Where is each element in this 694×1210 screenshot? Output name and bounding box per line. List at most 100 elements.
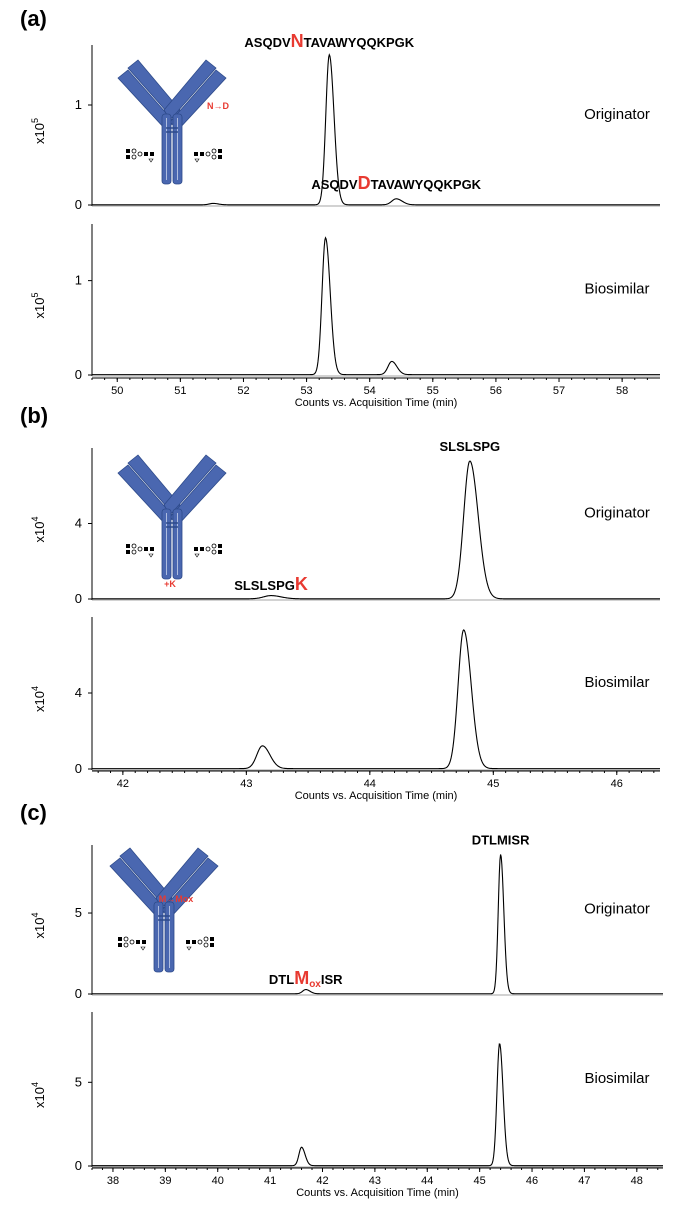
peptide-sequence: ASQDV (311, 177, 358, 192)
y-tick-label: 0 (75, 197, 82, 212)
glycan-glcnac (150, 547, 154, 551)
x-tick-label: 43 (369, 1175, 381, 1187)
glycan-glcnac (218, 550, 222, 554)
y-tick-label: 0 (75, 591, 82, 606)
modified-residue: N (291, 31, 304, 51)
glycan-glcnac (136, 940, 140, 944)
peptide-sequence: TAVAWYQQKPGK (304, 35, 415, 50)
modification-label: +K (164, 579, 176, 589)
glycan-mannose (131, 154, 137, 160)
x-axis: 42 43 44 45 46 Counts vs. Acquisition Time (m… (92, 770, 660, 802)
y-axis-label-exponent: 4 (30, 686, 40, 691)
x-tick-label: 58 (616, 385, 628, 397)
x-axis-label: Counts vs. Acquisition Time (min) (295, 397, 458, 409)
glycan-galactose (203, 936, 209, 942)
glycan-glcnac (210, 943, 214, 947)
x-tick-label: 53 (300, 385, 312, 397)
sample-label: Biosimilar (584, 281, 649, 298)
glycan-icon (126, 543, 154, 558)
glycan-fucose (140, 946, 146, 951)
peptide-sequence: SLSLSPG (234, 578, 295, 593)
y-axis-label-exponent: 4 (30, 517, 40, 522)
glycan-galactose (211, 148, 217, 154)
glycan-fucose (148, 158, 154, 163)
glycan-fucose (194, 158, 200, 163)
antibody-heavy-chain-right (155, 847, 209, 909)
y-tick-label: 4 (75, 516, 82, 531)
x-tick-label: 40 (212, 1175, 224, 1187)
glycan-galactose (123, 936, 129, 942)
y-axis-label-base: x10 (32, 691, 47, 712)
modified-residue: D (358, 173, 371, 193)
peptide-sequence: SLSLSPG (439, 439, 500, 454)
glycan-fucose (186, 946, 192, 951)
x-tick-label: 57 (553, 385, 565, 397)
x-tick-label: 44 (421, 1175, 433, 1187)
glycan-glcnac (194, 547, 198, 551)
y-tick-label: 0 (75, 367, 82, 382)
glycan-glcnac (200, 152, 204, 156)
peak-annotation: ASQDVDTAVAWYQQKPGK (311, 173, 481, 193)
glycan-icon (194, 543, 222, 558)
antibody-heavy-chain-left (127, 454, 181, 516)
peak-annotation: DTLMoxISR (269, 968, 343, 990)
chromatogram-trace (92, 53, 660, 206)
peptide-sequence: ASQDV (244, 35, 291, 50)
x-tick-label: 48 (631, 1175, 643, 1187)
glycan-icon (186, 936, 214, 951)
glycan-glcnac (150, 152, 154, 156)
subplot-biosimilar: 0 5 x104 Biosimilar (30, 1012, 663, 1173)
glycan-glcnac (126, 550, 130, 554)
x-tick-label: 51 (174, 385, 186, 397)
y-tick-label: 4 (75, 685, 82, 700)
glycan-mannose (197, 939, 203, 945)
y-axis-label-base: x10 (32, 123, 47, 144)
modified-residue: K (295, 574, 308, 594)
sample-label: Originator (584, 505, 650, 522)
glycan-mannose (211, 549, 217, 555)
subplot-biosimilar: 0 1 x105 Biosimilar (30, 224, 660, 382)
y-axis-label-exponent: 5 (30, 118, 40, 123)
x-tick-label: 44 (364, 778, 376, 790)
x-tick-label: 42 (316, 1175, 328, 1187)
modification-label: M→Mox (159, 894, 194, 904)
x-tick-label: 50 (111, 385, 123, 397)
y-axis-label: x104 (30, 913, 47, 939)
glycan-mannose (211, 154, 217, 160)
glycan-glcnac (144, 152, 148, 156)
chromatogram-trace (92, 460, 660, 600)
glycan-glcnac (118, 943, 122, 947)
y-tick-label: 0 (75, 761, 82, 776)
glycan-glcnac (144, 547, 148, 551)
peptide-sequence: TAVAWYQQKPGK (371, 177, 482, 192)
x-tick-label: 45 (474, 1175, 486, 1187)
sample-label: Biosimilar (584, 1070, 649, 1087)
y-tick-label: 1 (75, 273, 82, 288)
antibody-heavy-chain-right (163, 454, 217, 516)
y-tick-label: 5 (75, 1074, 82, 1089)
y-axis-label-base: x10 (32, 1087, 47, 1108)
panel-label: (b) (20, 403, 48, 428)
glycan-mannose (203, 942, 209, 948)
y-axis-label-base: x10 (32, 298, 47, 319)
antibody-heavy-chain-left (127, 59, 181, 121)
x-axis-label: Counts vs. Acquisition Time (min) (296, 1187, 459, 1199)
x-axis: 50 51 52 53 54 55 56 57 58 Counts vs. Acquisition… (91, 377, 660, 409)
y-tick-label: 0 (75, 1158, 82, 1173)
y-tick-label: 5 (75, 905, 82, 920)
glycan-glcnac (192, 940, 196, 944)
glycan-glcnac (126, 544, 130, 548)
glycan-mannose (131, 549, 137, 555)
glycan-glcnac (218, 149, 222, 153)
y-axis-label-base: x10 (32, 522, 47, 543)
chromatogram-trace (92, 1043, 663, 1167)
chromatogram-trace (92, 629, 660, 770)
x-tick-label: 54 (364, 385, 376, 397)
peak-annotation: DTLMISR (472, 833, 530, 848)
